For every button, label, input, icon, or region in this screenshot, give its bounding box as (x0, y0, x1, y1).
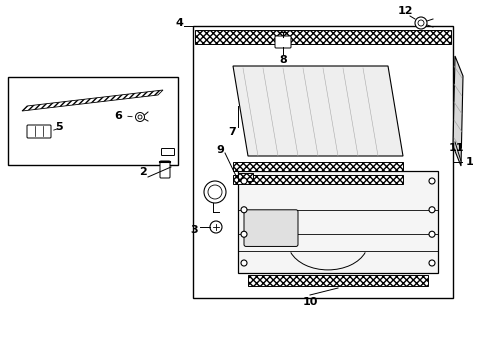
Text: 7: 7 (228, 127, 235, 137)
Text: 11: 11 (447, 143, 463, 153)
Bar (8, 77, 178, 165)
Text: 9: 9 (216, 145, 224, 155)
Text: 12: 12 (396, 6, 412, 16)
Circle shape (207, 185, 222, 199)
Circle shape (241, 231, 246, 237)
Circle shape (203, 181, 225, 203)
Bar (238, 171, 437, 273)
FancyBboxPatch shape (161, 149, 174, 156)
Text: 8: 8 (279, 55, 286, 65)
Circle shape (414, 17, 426, 29)
Circle shape (417, 20, 423, 26)
Circle shape (241, 260, 246, 266)
Circle shape (209, 221, 222, 233)
FancyBboxPatch shape (160, 161, 170, 178)
Circle shape (135, 112, 144, 122)
Bar (193, 26, 452, 298)
Bar (232, 175, 402, 184)
Circle shape (428, 178, 434, 184)
Circle shape (428, 207, 434, 213)
Circle shape (428, 260, 434, 266)
Polygon shape (452, 56, 462, 166)
Bar (232, 162, 402, 171)
Text: 5: 5 (55, 122, 63, 132)
Circle shape (428, 231, 434, 237)
Bar (195, 30, 450, 44)
Text: 4: 4 (175, 18, 183, 28)
Bar (238, 173, 252, 181)
Polygon shape (22, 90, 163, 111)
Polygon shape (232, 66, 402, 156)
Circle shape (138, 115, 142, 119)
Text: 10: 10 (302, 297, 317, 307)
Text: 1: 1 (465, 157, 473, 167)
Circle shape (241, 207, 246, 213)
Text: 2: 2 (139, 167, 146, 177)
Text: 3: 3 (190, 225, 198, 235)
Text: 6: 6 (114, 111, 122, 121)
Bar (247, 275, 427, 286)
FancyBboxPatch shape (274, 36, 290, 48)
FancyBboxPatch shape (244, 210, 297, 247)
Circle shape (241, 178, 246, 184)
FancyBboxPatch shape (27, 125, 51, 138)
